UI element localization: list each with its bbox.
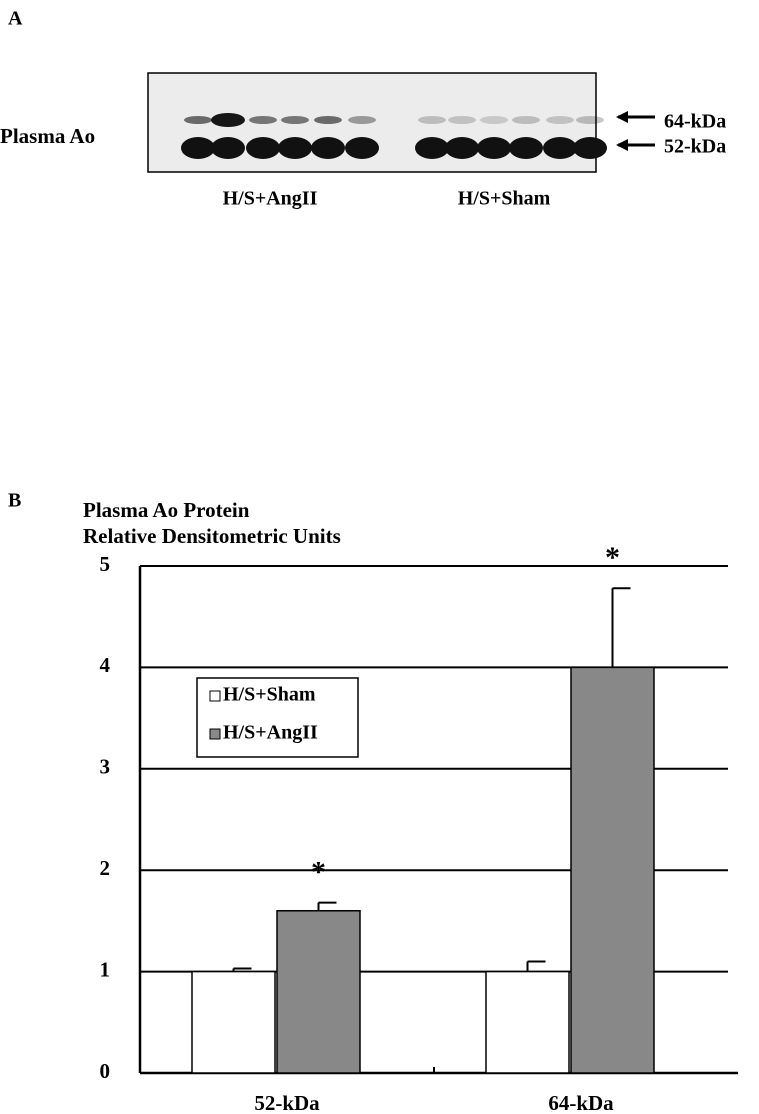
band — [576, 116, 604, 124]
y-tick-label: 5 — [100, 552, 111, 576]
y-tick-label: 3 — [100, 755, 111, 779]
band — [348, 116, 376, 124]
band — [281, 116, 309, 124]
band — [278, 137, 312, 159]
legend-swatch — [209, 690, 221, 702]
band — [573, 137, 607, 159]
annotation: * — [311, 856, 326, 889]
arrow-head — [616, 111, 628, 123]
bar — [276, 910, 361, 1074]
band — [246, 137, 280, 159]
legend-label: H/S+AngII — [223, 722, 318, 744]
band — [418, 116, 446, 124]
x-tick-label: 64-kDa — [548, 1091, 614, 1114]
band — [181, 137, 215, 159]
panel-label: A — [8, 8, 23, 30]
bar — [570, 666, 655, 1074]
band — [448, 116, 476, 124]
band — [311, 137, 345, 159]
bar — [485, 970, 570, 1074]
band — [211, 113, 245, 127]
chart-title: Relative Densitometric Units — [83, 524, 341, 548]
row-label: Plasma Ao — [0, 124, 95, 148]
band — [509, 137, 543, 159]
band — [445, 137, 479, 159]
band — [184, 116, 212, 124]
legend-swatch — [209, 728, 221, 740]
group-label: H/S+Sham — [458, 188, 551, 210]
band — [249, 116, 277, 124]
y-tick-label: 4 — [100, 653, 111, 677]
band — [543, 137, 577, 159]
band — [345, 137, 379, 159]
band — [512, 116, 540, 124]
legend-box — [196, 677, 359, 758]
error-bar — [611, 587, 631, 668]
panel-label: B — [8, 490, 21, 512]
chart: 0 1 2 3 4 5 52-kDa * 64-kDa * H/S+Sham H/S+AngII — [100, 541, 738, 1114]
band-label: 64-kDa — [664, 111, 726, 133]
group-label: H/S+AngII — [223, 188, 318, 210]
band — [546, 116, 574, 124]
blot-lanes — [181, 113, 607, 159]
arrow-head — [616, 139, 628, 151]
error-bar — [232, 967, 252, 972]
error-bar — [317, 901, 337, 911]
band — [314, 116, 342, 124]
x-tick-label: 52-kDa — [254, 1091, 320, 1114]
chart-title: Plasma Ao Protein — [83, 498, 250, 522]
legend-label: H/S+Sham — [223, 684, 316, 706]
band-label: 52-kDa — [664, 136, 726, 158]
band — [477, 137, 511, 159]
band — [480, 116, 508, 124]
y-tick-label: 0 — [100, 1059, 111, 1083]
y-tick-label: 2 — [100, 856, 111, 880]
bar — [191, 970, 276, 1074]
band — [415, 137, 449, 159]
error-bar — [526, 960, 546, 972]
annotation: * — [605, 541, 620, 574]
band — [211, 137, 245, 159]
y-tick-label: 1 — [100, 957, 111, 981]
